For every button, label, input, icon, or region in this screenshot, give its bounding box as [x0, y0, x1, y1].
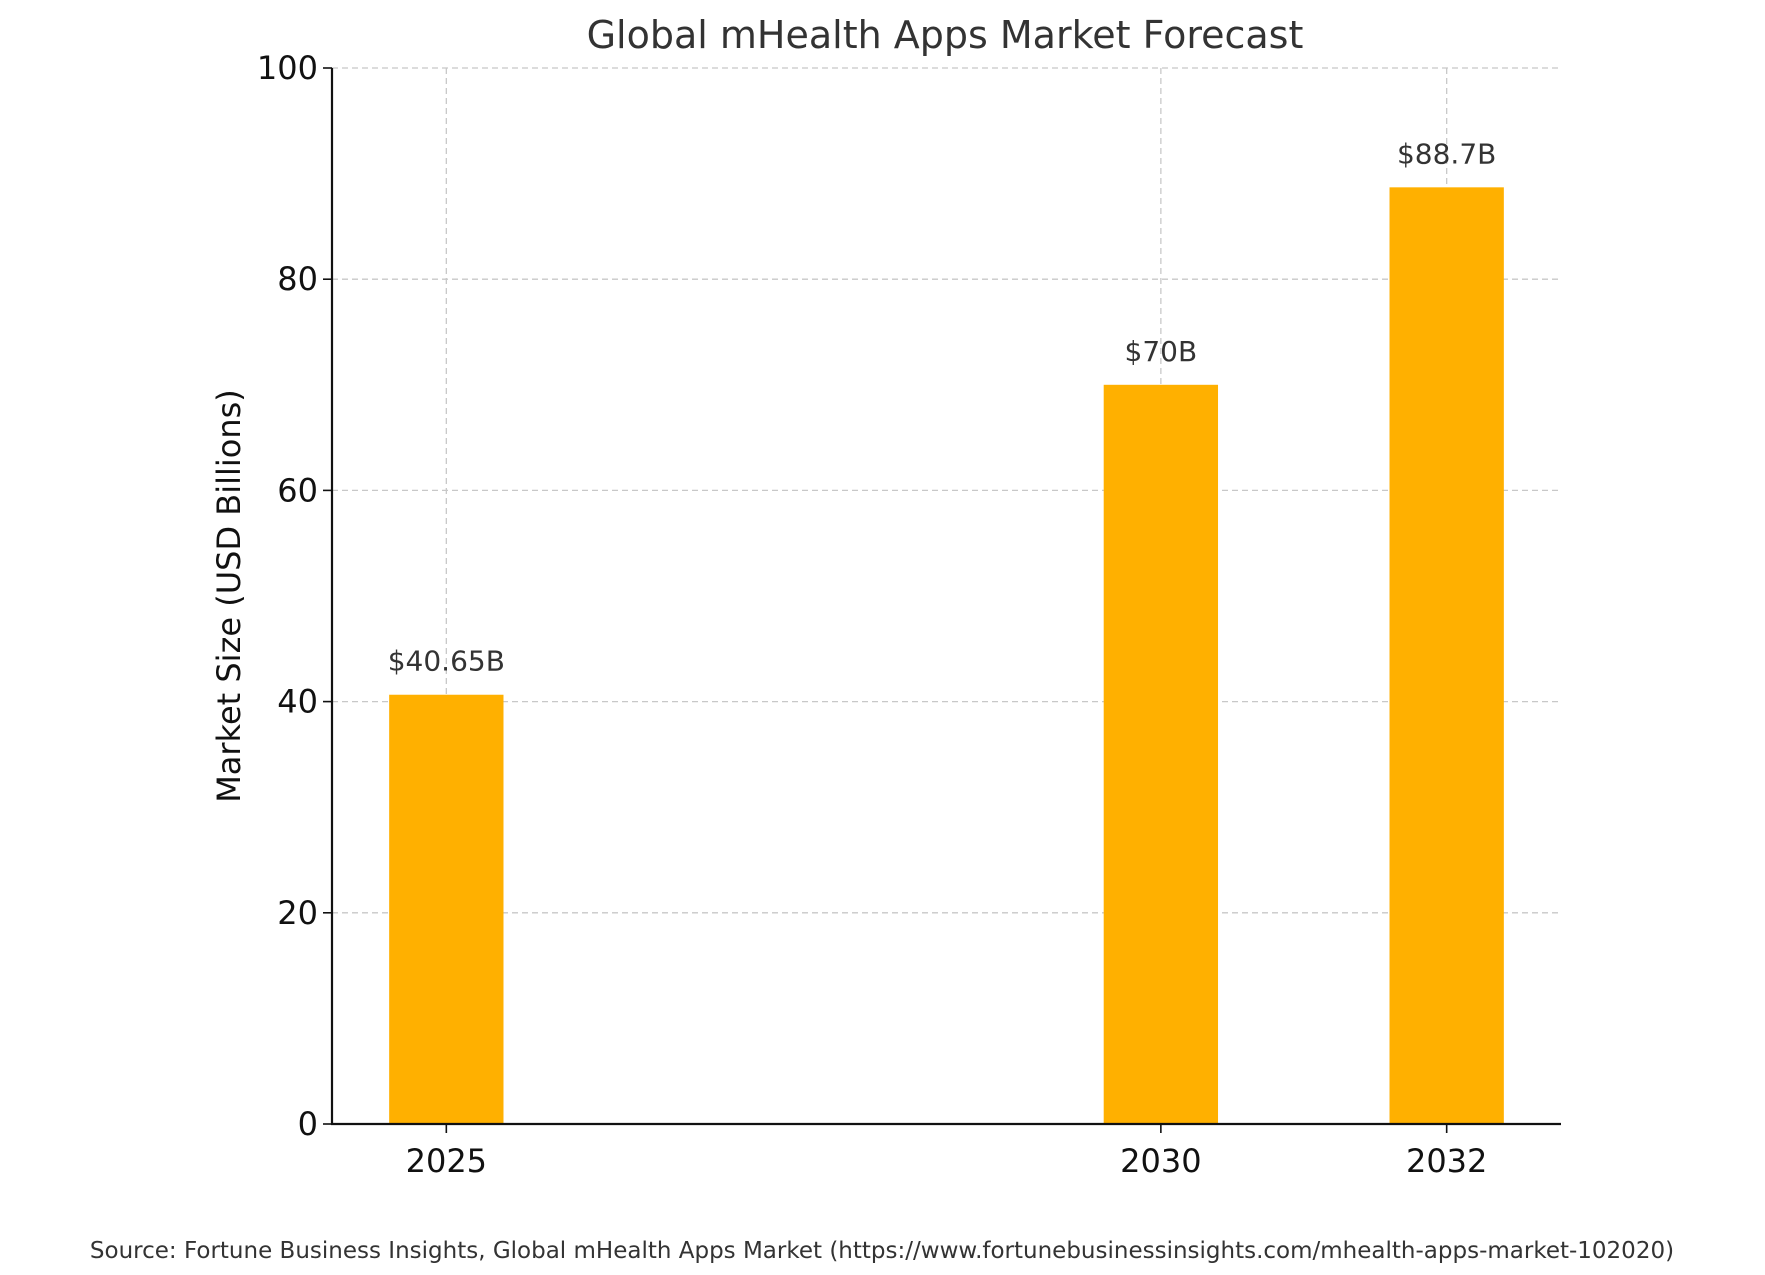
x-tick-label: 2025 — [406, 1142, 487, 1180]
data-labels: $40.65B $70B $88.7B — [388, 137, 1497, 677]
y-tick-label: 100 — [257, 49, 318, 87]
bar-2030 — [1103, 384, 1219, 1124]
data-label-2032: $88.7B — [1397, 137, 1496, 170]
data-label-2025: $40.65B — [388, 645, 505, 678]
bar-2025 — [389, 694, 504, 1124]
y-tick-label: 0 — [298, 1105, 318, 1143]
y-tick-label: 60 — [277, 471, 318, 509]
y-tick-label: 80 — [277, 260, 318, 298]
bars — [389, 187, 1504, 1124]
ticks: 0 20 40 60 80 100 2025 2030 2032 — [257, 49, 1487, 1180]
x-tick-label: 2032 — [1406, 1142, 1487, 1180]
x-tick-label: 2030 — [1120, 1142, 1201, 1180]
bar-2032 — [1389, 187, 1504, 1124]
y-axis-label: Market Size (USD Billions) — [210, 389, 248, 803]
chart-title: Global mHealth Apps Market Forecast — [587, 13, 1304, 57]
data-label-2030: $70B — [1125, 335, 1198, 368]
y-tick-label: 20 — [277, 894, 318, 932]
source-note: Source: Fortune Business Insights, Globa… — [90, 1238, 1674, 1264]
grid — [332, 67, 1561, 1124]
y-tick-label: 40 — [277, 683, 318, 721]
